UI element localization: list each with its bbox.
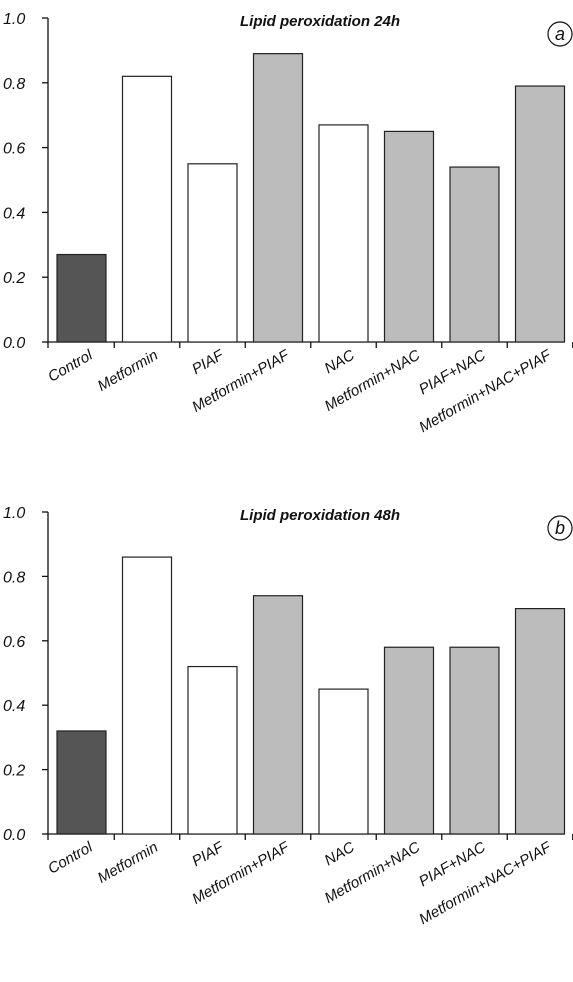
x-category-label: NAC xyxy=(322,839,358,870)
panel-label-circle xyxy=(547,515,573,541)
x-category-label: Control xyxy=(45,838,96,877)
x-category-label: PIAF xyxy=(189,346,227,378)
bar-piaf-nac xyxy=(449,646,500,835)
panel-label: b xyxy=(555,518,565,538)
x-category-label: PIAF xyxy=(189,838,227,870)
x-category-label: Metformin xyxy=(95,839,161,887)
bar-piaf xyxy=(187,665,238,835)
panel-label-circle xyxy=(547,21,573,47)
bar-nac xyxy=(318,124,369,343)
y-tick-label: 1.0 xyxy=(3,505,25,522)
bar-metformin-nac xyxy=(383,130,435,343)
x-category-label: Control xyxy=(45,346,96,385)
chart-title: Lipid peroxidation 24h xyxy=(240,13,400,30)
bar-metformin-piaf xyxy=(252,53,304,343)
y-tick-label: 0.6 xyxy=(3,634,25,651)
bar-control xyxy=(56,730,107,835)
bar-metformin-nac-piaf xyxy=(514,607,566,835)
chart-title: Lipid peroxidation 48h xyxy=(240,507,400,524)
panel-label: a xyxy=(555,24,565,44)
x-category-label: NAC xyxy=(322,347,358,378)
y-tick-label: 0.0 xyxy=(3,335,25,352)
y-tick-label: 0.4 xyxy=(3,205,25,222)
bar-metformin xyxy=(121,75,173,343)
bar-piaf xyxy=(187,163,238,343)
y-tick-label: 0.6 xyxy=(3,141,25,158)
bar-metformin-nac xyxy=(383,646,435,835)
x-category-label: Metformin xyxy=(95,347,161,395)
bar-metformin xyxy=(121,556,173,835)
y-tick-label: 0.2 xyxy=(3,763,25,780)
bar-control xyxy=(56,253,107,343)
bar-metformin-nac-piaf xyxy=(514,85,566,343)
y-tick-label: 0.2 xyxy=(3,270,25,287)
y-tick-label: 0.4 xyxy=(3,698,25,715)
y-tick-label: 1.0 xyxy=(3,11,25,28)
y-tick-label: 0.8 xyxy=(3,76,25,93)
bar-nac xyxy=(318,688,369,835)
y-tick-label: 0.0 xyxy=(3,827,25,844)
y-tick-label: 0.8 xyxy=(3,569,25,586)
bar-metformin-piaf xyxy=(252,595,304,835)
bar-piaf-nac xyxy=(449,166,500,343)
